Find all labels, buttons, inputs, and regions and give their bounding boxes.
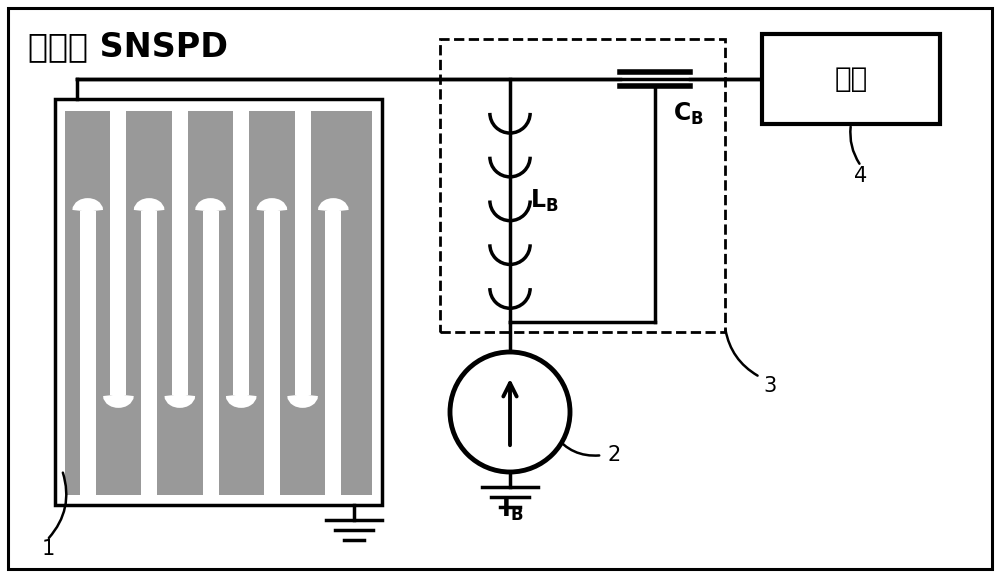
Bar [65,111,372,495]
Text: 单曲折 SNSPD: 单曲折 SNSPD [28,30,228,63]
Bar [203,211,218,495]
Text: 1: 1 [41,539,55,559]
Text: 3: 3 [763,376,776,396]
Bar [80,211,96,495]
Bar [110,111,126,395]
Bar [172,111,188,395]
Bar [762,34,940,124]
Bar [233,111,249,395]
Bar [264,211,280,495]
Bar [55,99,382,505]
Text: 读出: 读出 [834,65,868,93]
Text: $\mathbf{C_B}$: $\mathbf{C_B}$ [673,101,704,127]
Text: $\mathbf{L_B}$: $\mathbf{L_B}$ [530,188,559,213]
Text: 2: 2 [608,445,621,465]
Bar [440,39,725,332]
Text: $\mathbf{I_B}$: $\mathbf{I_B}$ [501,497,523,523]
Text: 4: 4 [854,166,868,186]
Bar [325,211,341,495]
Circle shape [450,352,570,472]
Bar [295,111,311,395]
Bar [141,211,157,495]
